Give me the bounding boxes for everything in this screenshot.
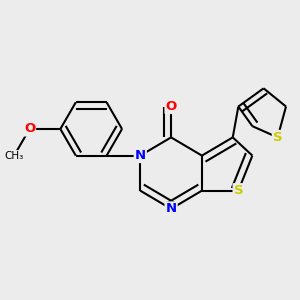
Text: N: N [166,202,177,215]
Text: CH₃: CH₃ [4,151,24,160]
Text: S: S [273,131,282,144]
Text: O: O [166,100,177,113]
Text: O: O [24,122,35,136]
Text: S: S [233,184,243,197]
Text: N: N [135,149,146,162]
